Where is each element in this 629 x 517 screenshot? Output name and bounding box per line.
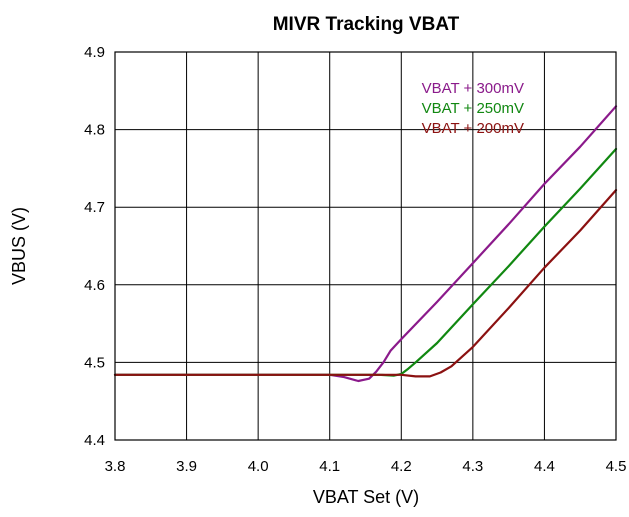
- y-tick-label: 4.6: [84, 277, 105, 294]
- x-tick-label: 3.9: [176, 458, 197, 475]
- x-tick-label: 4.4: [534, 458, 555, 475]
- legend-entry-1: VBAT + 300mV: [422, 80, 524, 97]
- y-tick-label: 4.7: [84, 199, 105, 216]
- y-tick-label: 4.5: [84, 354, 105, 371]
- y-axis-label: VBUS (V): [9, 207, 29, 285]
- chart-title: MIVR Tracking VBAT: [273, 14, 460, 35]
- x-tick-label: 4.1: [319, 458, 340, 475]
- y-axis-ticks: 4.4 4.5 4.6 4.7 4.8 4.9: [84, 44, 105, 449]
- legend: VBAT + 300mV VBAT + 250mV VBAT + 200mV: [422, 80, 524, 137]
- series-line-2: [113, 147, 618, 377]
- x-tick-label: 4.5: [606, 458, 627, 475]
- y-tick-label: 4.4: [84, 432, 105, 449]
- plot-area: [113, 105, 618, 383]
- x-tick-label: 3.8: [105, 458, 126, 475]
- x-tick-label: 4.0: [248, 458, 269, 475]
- x-tick-label: 4.3: [462, 458, 483, 475]
- series-line-1: [113, 105, 618, 383]
- x-axis-ticks: 3.8 3.9 4.0 4.1 4.2 4.3 4.4 4.5: [105, 458, 627, 475]
- plot-frame: [114, 51, 617, 441]
- y-tick-label: 4.9: [84, 44, 105, 61]
- x-axis-label: VBAT Set (V): [313, 487, 419, 507]
- y-tick-label: 4.8: [84, 122, 105, 139]
- grid: [114, 51, 617, 441]
- legend-entry-3: VBAT + 200mV: [422, 120, 524, 137]
- legend-entry-2: VBAT + 250mV: [422, 100, 524, 117]
- series-line-3: [113, 189, 618, 378]
- x-tick-label: 4.2: [391, 458, 412, 475]
